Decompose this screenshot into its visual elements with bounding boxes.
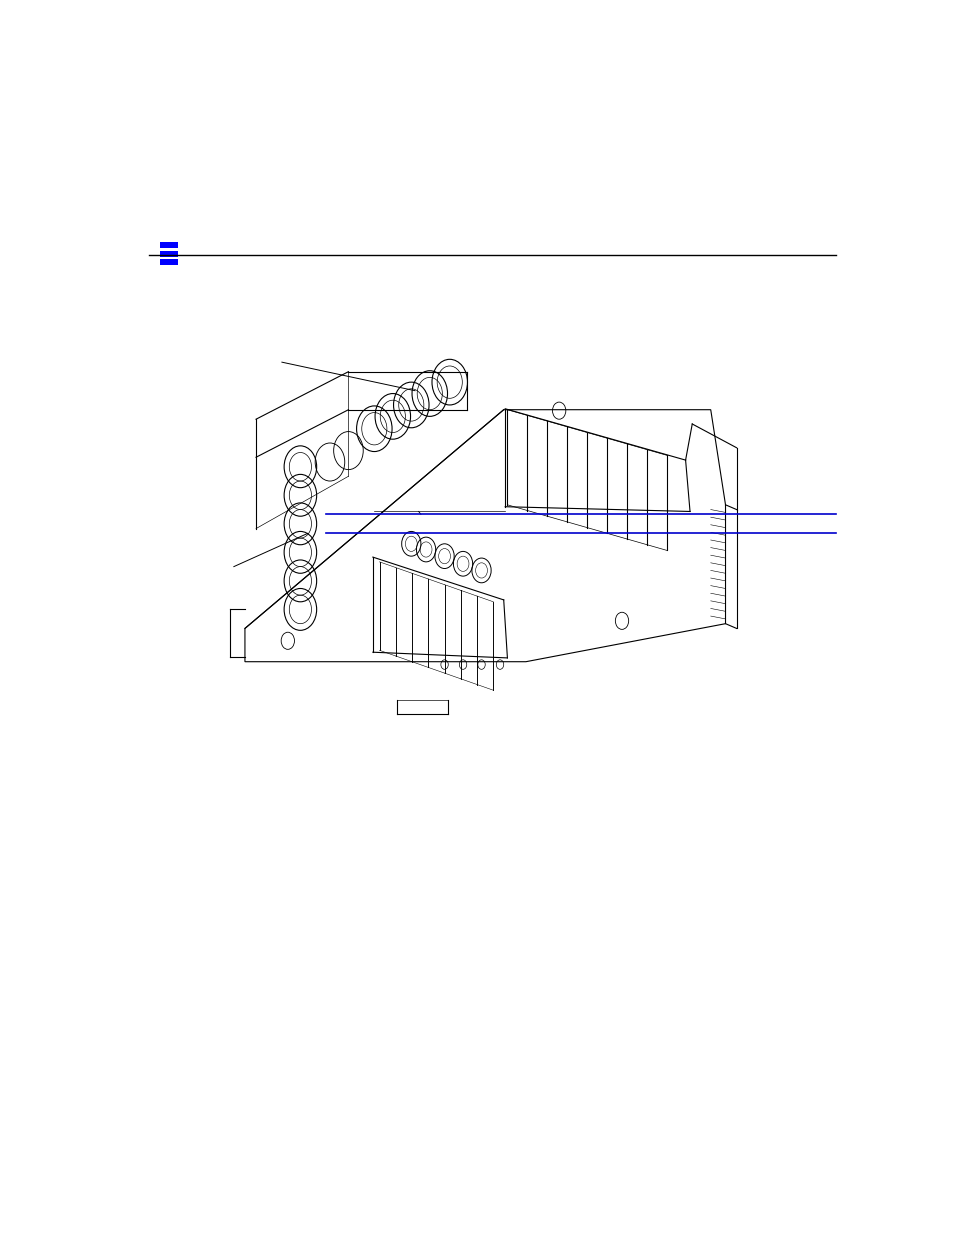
Bar: [160, 259, 178, 266]
Bar: [160, 242, 178, 248]
Bar: [160, 251, 178, 257]
